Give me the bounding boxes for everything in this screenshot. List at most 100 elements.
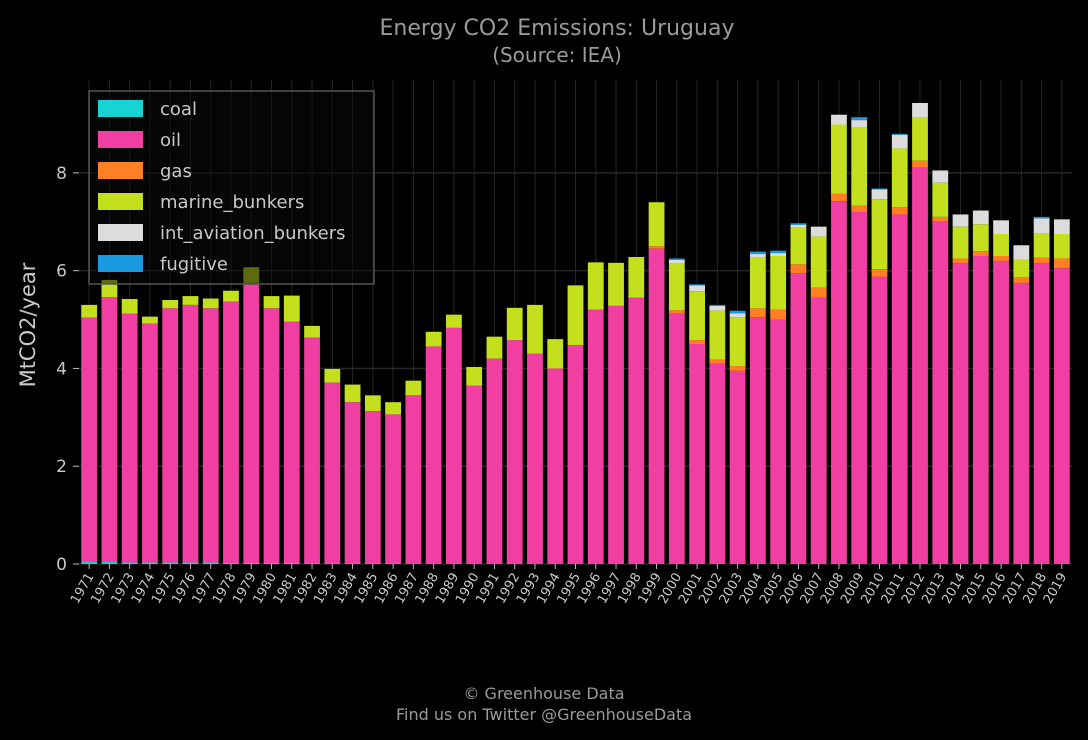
bar-oil [466,385,483,564]
bar-oil [993,260,1009,564]
bar-oil [1013,282,1030,564]
bar-int_aviation_bunkers [810,226,827,237]
bar-fugitive [770,250,787,254]
bar-coal [101,562,118,564]
bar-oil [425,346,442,564]
bar-marine_bunkers [952,226,969,259]
y-tick-label: 0 [56,555,67,575]
legend-label-fugitive: fugitive [160,254,228,275]
bar-oil [912,167,928,564]
bar-coal [223,563,239,564]
bar-oil [871,276,888,564]
legend-swatch-gas [98,162,143,179]
bar-fugitive [668,258,685,260]
bar-fugitive [709,304,726,306]
bar-coal [263,563,280,564]
bar-oil [648,248,665,564]
bar-gas [689,340,705,344]
bar-marine_bunkers [749,256,766,309]
footer-twitter: Find us on Twitter @GreenhouseData [395,705,693,724]
bar-coal [202,562,219,564]
bar-marine_bunkers [527,304,543,354]
bar-marine_bunkers [608,262,624,306]
bar-marine_bunkers [1033,233,1050,258]
bar-fugitive [1033,216,1050,219]
bar-marine_bunkers [587,262,604,310]
bar-gas [749,308,766,318]
legend-swatch-oil [98,131,143,148]
bar-int_aviation_bunkers [790,224,807,228]
bar-marine_bunkers [405,380,422,396]
bar-marine_bunkers [831,124,847,194]
x-axis: 1971197219731974197519761977197819791980… [68,564,1070,607]
bar-int_aviation_bunkers [871,189,888,200]
bar-fugitive [729,310,746,314]
bar-int_aviation_bunkers [1053,219,1070,234]
bar-marine_bunkers [628,256,645,298]
bar-oil [729,370,746,564]
bar-oil [567,344,584,564]
bar-marine_bunkers [506,307,523,341]
legend-swatch-marine_bunkers [98,193,143,210]
bar-oil [121,313,138,563]
bar-marine_bunkers [142,316,158,324]
bar-gas [1013,277,1030,283]
bar-marine_bunkers [648,202,665,247]
bar-coal [81,562,98,564]
bar-int_aviation_bunkers [952,214,969,227]
bar-gas [648,246,665,249]
bar-coal [182,562,199,564]
bar-marine_bunkers [729,317,746,366]
bar-marine_bunkers [283,295,300,322]
chart: Energy CO2 Emissions: Uruguay (Source: I… [16,16,1072,607]
bar-int_aviation_bunkers [891,134,908,149]
bar-oil [1033,263,1050,564]
bar-int_aviation_bunkers [770,253,787,256]
bar-marine_bunkers [344,384,361,403]
bar-marine_bunkers [182,296,199,305]
bar-marine_bunkers [1053,234,1070,259]
bar-oil [182,304,199,563]
bar-int_aviation_bunkers [749,254,766,257]
bar-fugitive [851,117,868,121]
bar-marine_bunkers [567,285,584,345]
bar-oil [527,353,543,564]
y-axis: 0 2 4 6 8 [56,164,79,575]
bar-marine_bunkers [324,368,341,383]
legend-swatch-coal [98,100,143,117]
bar-oil [770,319,787,564]
bar-gas [831,193,847,202]
bar-oil [749,317,766,564]
bar-gas [770,309,787,320]
bar-marine_bunkers [304,325,320,338]
bar-coal [243,563,260,564]
bar-marine_bunkers [871,199,888,270]
bar-marine_bunkers [851,127,868,206]
bar-gas [972,251,989,256]
bar-marine_bunkers [202,298,219,309]
bar-marine_bunkers [1013,259,1030,278]
bar-gas [1033,257,1050,264]
bar-oil [668,313,685,564]
bars [81,102,1070,564]
bar-int_aviation_bunkers [912,102,928,118]
bar-oil [223,301,239,564]
bar-gas [668,310,685,314]
bar-gas [952,258,969,264]
chart-title: Energy CO2 Emissions: Uruguay [380,16,735,41]
bar-int_aviation_bunkers [668,259,685,264]
bar-oil [608,305,624,564]
bar-gas [932,216,949,222]
bar-marine_bunkers [425,331,442,347]
bar-fugitive [891,133,908,135]
bar-oil [547,368,564,564]
bar-marine_bunkers [689,291,705,341]
bar-int_aviation_bunkers [1033,218,1050,234]
legend-swatch-int_aviation_bunkers [98,224,143,241]
bar-oil [851,212,868,564]
bar-oil [932,221,949,564]
legend-label-gas: gas [160,161,192,182]
bar-int_aviation_bunkers [831,114,847,125]
y-tick-label: 2 [56,457,67,477]
bar-oil [446,327,462,564]
